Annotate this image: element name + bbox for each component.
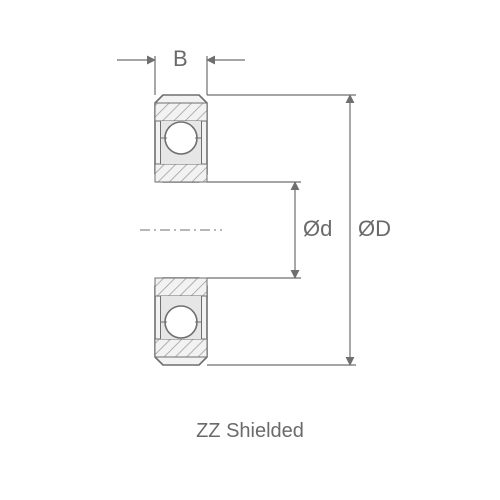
dimension-label-inner-diameter: Ød xyxy=(303,216,332,242)
dimension-label-width-B: B xyxy=(173,46,188,72)
diagram-canvas: B Ød ØD ZZ Shielded xyxy=(0,0,500,500)
diagram-caption: ZZ Shielded xyxy=(0,420,500,443)
dimension-label-outer-diameter: ØD xyxy=(358,216,391,242)
